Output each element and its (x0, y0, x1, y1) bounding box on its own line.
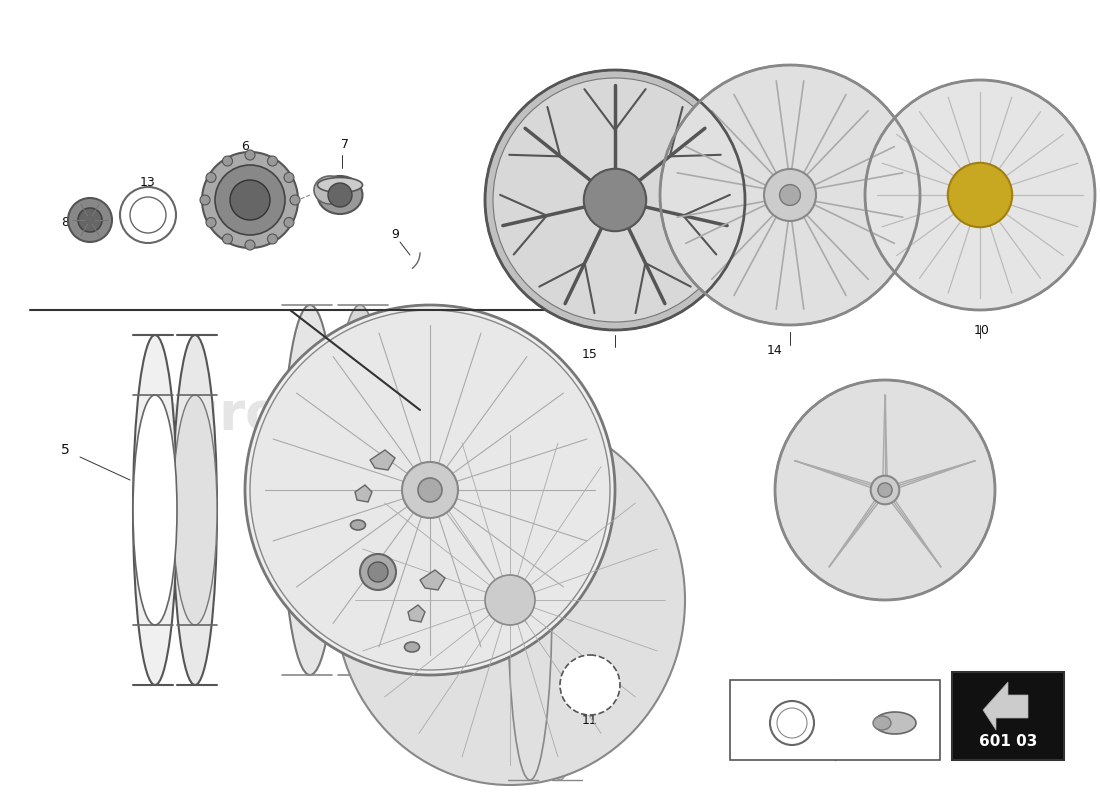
Circle shape (202, 152, 298, 248)
Circle shape (267, 156, 277, 166)
Circle shape (485, 70, 745, 330)
Circle shape (871, 476, 900, 504)
Text: 8: 8 (60, 217, 69, 230)
Circle shape (493, 78, 737, 322)
Circle shape (214, 165, 285, 235)
Circle shape (418, 478, 442, 502)
Text: 9: 9 (392, 229, 399, 242)
Circle shape (780, 185, 801, 206)
Text: 14: 14 (767, 343, 783, 357)
Ellipse shape (873, 716, 891, 730)
Text: 13: 13 (748, 691, 763, 705)
Text: 6: 6 (241, 141, 249, 154)
Text: 4: 4 (431, 549, 439, 562)
Text: a passion for parts since 1: a passion for parts since 1 (342, 457, 579, 523)
Ellipse shape (133, 335, 177, 685)
Ellipse shape (173, 395, 217, 625)
Circle shape (78, 208, 102, 232)
Circle shape (360, 554, 396, 590)
Ellipse shape (318, 178, 363, 193)
Circle shape (245, 150, 255, 160)
Circle shape (284, 173, 294, 182)
Ellipse shape (314, 176, 346, 204)
Circle shape (68, 198, 112, 242)
Ellipse shape (538, 430, 582, 780)
Circle shape (776, 380, 996, 600)
Text: 7: 7 (341, 138, 349, 151)
Ellipse shape (173, 335, 217, 685)
Text: 11: 11 (582, 714, 598, 726)
Text: 11: 11 (847, 691, 862, 705)
Circle shape (222, 156, 232, 166)
Text: 4: 4 (366, 429, 374, 442)
Text: 2: 2 (341, 531, 349, 545)
Circle shape (230, 180, 270, 220)
Circle shape (222, 234, 232, 244)
Bar (952, 672, 1064, 760)
Circle shape (764, 169, 816, 221)
Circle shape (328, 183, 352, 207)
Text: 5: 5 (60, 443, 69, 457)
Circle shape (245, 240, 255, 250)
Ellipse shape (874, 712, 916, 734)
Text: 10: 10 (975, 323, 990, 337)
Polygon shape (355, 485, 372, 502)
Circle shape (290, 195, 300, 205)
Circle shape (206, 218, 216, 227)
Text: 13: 13 (140, 177, 156, 190)
Circle shape (368, 562, 388, 582)
Circle shape (865, 80, 1094, 310)
Text: europaspares: europaspares (147, 389, 553, 441)
Text: 9: 9 (512, 409, 519, 422)
Text: 3: 3 (337, 469, 344, 482)
Circle shape (130, 197, 166, 233)
Circle shape (402, 462, 458, 518)
Polygon shape (408, 605, 425, 622)
Ellipse shape (405, 642, 419, 652)
Ellipse shape (332, 305, 388, 675)
Circle shape (267, 234, 277, 244)
Circle shape (878, 483, 892, 497)
Ellipse shape (245, 305, 615, 675)
Circle shape (120, 187, 176, 243)
Polygon shape (370, 450, 395, 470)
Circle shape (200, 195, 210, 205)
Circle shape (584, 169, 646, 231)
Ellipse shape (351, 520, 365, 530)
Ellipse shape (133, 395, 177, 625)
Circle shape (948, 162, 1012, 227)
Polygon shape (983, 682, 1028, 730)
Ellipse shape (336, 415, 685, 785)
Circle shape (284, 218, 294, 227)
Circle shape (777, 708, 807, 738)
Circle shape (206, 173, 216, 182)
Ellipse shape (282, 360, 338, 620)
Circle shape (660, 65, 920, 325)
Ellipse shape (250, 310, 611, 670)
Ellipse shape (508, 430, 552, 780)
Polygon shape (420, 570, 446, 590)
Text: 601 03: 601 03 (979, 734, 1037, 750)
Circle shape (770, 701, 814, 745)
Text: 3: 3 (392, 594, 399, 606)
Circle shape (560, 655, 620, 715)
Ellipse shape (318, 176, 363, 214)
Text: 12: 12 (348, 554, 363, 566)
Text: 2: 2 (394, 649, 402, 662)
Ellipse shape (282, 305, 338, 675)
Text: 1: 1 (816, 469, 824, 482)
Text: 15: 15 (582, 349, 598, 362)
Bar (730, 680, 940, 760)
Circle shape (485, 575, 535, 625)
